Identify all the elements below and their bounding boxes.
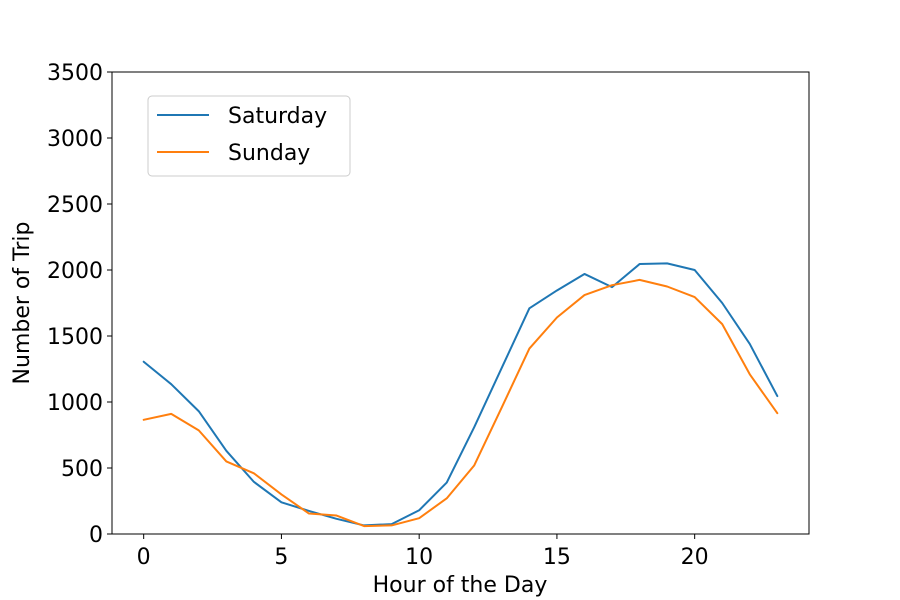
legend: Saturday Sunday bbox=[147, 95, 351, 177]
legend-label-sunday: Sunday bbox=[228, 141, 310, 166]
y-tick-label: 2500 bbox=[47, 193, 103, 218]
y-tick-label: 3000 bbox=[47, 127, 103, 152]
x-tick-label: 0 bbox=[137, 545, 151, 570]
x-axis-label: Hour of the Day bbox=[373, 573, 548, 598]
series-line-saturday bbox=[142, 262, 779, 527]
x-tick-label: 20 bbox=[681, 545, 709, 570]
legend-label-saturday: Saturday bbox=[228, 104, 327, 129]
y-tick-label: 500 bbox=[61, 457, 103, 482]
y-tick-label: 1000 bbox=[47, 391, 103, 416]
y-tick-label: 2000 bbox=[47, 259, 103, 284]
x-tick-label: 15 bbox=[543, 545, 571, 570]
plot-area-frame bbox=[111, 71, 810, 535]
y-tick-label: 0 bbox=[89, 523, 103, 548]
y-tick-label: 1500 bbox=[47, 325, 103, 350]
x-tick-label: 5 bbox=[274, 545, 288, 570]
x-axis-ticks: 0 5 10 15 20 bbox=[137, 534, 709, 570]
series-line-sunday bbox=[142, 278, 779, 528]
y-axis-label: Number of Trip bbox=[10, 222, 35, 385]
y-tick-label: 3500 bbox=[47, 61, 103, 86]
plot-lines bbox=[142, 262, 779, 528]
y-axis-ticks: 0 500 1000 1500 2000 2500 3000 3500 bbox=[47, 61, 112, 548]
x-tick-label: 10 bbox=[405, 545, 433, 570]
